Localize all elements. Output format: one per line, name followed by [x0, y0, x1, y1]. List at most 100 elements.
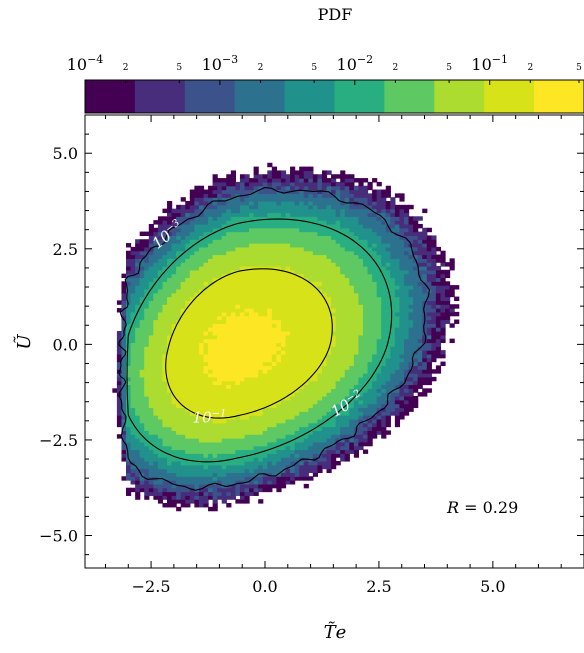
density-cell: [144, 426, 150, 431]
density-cell: [203, 376, 209, 382]
density-cell: [176, 208, 182, 214]
density-cell: [290, 266, 296, 271]
density-cell: [362, 407, 369, 412]
density-cell: [344, 353, 350, 359]
density-cell: [253, 441, 259, 447]
density-cell: [331, 353, 337, 359]
density-cell: [331, 438, 337, 443]
density-cell: [312, 468, 319, 474]
density-cell: [239, 346, 246, 351]
density-cell: [317, 323, 323, 328]
density-cell: [121, 403, 127, 409]
density-cell: [349, 380, 355, 386]
density-cell: [267, 365, 273, 370]
density-cell: [276, 311, 282, 317]
density-cell: [340, 350, 346, 355]
density-cell: [221, 365, 227, 370]
density-cell: [308, 395, 314, 401]
density-cell: [249, 250, 255, 256]
density-cell: [404, 231, 410, 237]
density-cell: [212, 503, 218, 508]
density-cell: [267, 250, 273, 256]
density-cell: [244, 288, 250, 294]
density-cell: [367, 407, 373, 412]
density-cell: [135, 334, 141, 340]
density-cell: [176, 250, 182, 256]
density-cell: [144, 411, 150, 416]
density-cell: [303, 319, 309, 324]
density-cell: [312, 342, 319, 347]
density-cell: [176, 388, 182, 393]
density-cell: [126, 369, 132, 374]
density-cell: [358, 185, 364, 191]
density-cell: [185, 445, 191, 451]
density-cell: [194, 189, 200, 194]
density-cell: [367, 235, 373, 240]
density-cell: [344, 369, 350, 374]
density-cell: [230, 330, 236, 336]
density-cell: [285, 212, 291, 217]
density-cell: [244, 418, 250, 424]
density-cell: [390, 330, 396, 336]
density-cell: [362, 250, 369, 256]
density-cell: [144, 357, 150, 363]
density-cell: [203, 457, 209, 462]
density-cell: [180, 426, 186, 431]
density-cell: [276, 353, 282, 359]
density-cell: [358, 231, 364, 237]
density-cell: [226, 369, 232, 374]
density-cell: [116, 342, 123, 347]
density-cell: [226, 235, 232, 240]
density-cell: [317, 361, 323, 366]
density-cell: [235, 480, 241, 485]
density-cell: [208, 422, 214, 428]
density-cell: [285, 361, 291, 366]
density-cell: [390, 350, 396, 355]
density-cell: [203, 503, 209, 508]
density-cell: [203, 323, 209, 328]
density-cell: [253, 166, 259, 172]
density-cell: [303, 254, 309, 259]
density-cell: [385, 357, 391, 363]
density-cell: [362, 350, 369, 355]
density-cell: [121, 315, 127, 321]
density-cell: [404, 311, 410, 317]
density-cell: [212, 483, 218, 489]
density-cell: [317, 204, 323, 210]
density-cell: [162, 227, 168, 233]
density-cell: [317, 376, 323, 382]
density-cell: [249, 338, 255, 344]
density-cell: [399, 346, 405, 351]
density-cell: [317, 415, 323, 420]
density-cell: [226, 319, 232, 324]
density-cell: [353, 346, 360, 351]
density-cell: [239, 357, 246, 363]
density-cell: [121, 392, 127, 397]
density-cell: [285, 201, 291, 206]
density-cell: [226, 399, 232, 405]
density-cell: [408, 407, 414, 412]
density-cell: [239, 342, 246, 347]
density-cell: [171, 227, 177, 233]
density-cell: [385, 304, 391, 309]
density-cell: [212, 189, 218, 194]
density-cell: [271, 281, 277, 286]
density-cell: [312, 434, 319, 439]
density-cell: [372, 407, 378, 412]
density-cell: [321, 239, 328, 244]
density-cell: [167, 212, 173, 217]
density-cell: [189, 468, 195, 474]
density-cell: [385, 201, 391, 206]
density-cell: [258, 457, 264, 462]
density-cell: [217, 411, 223, 416]
density-cell: [344, 208, 350, 214]
density-cell: [221, 430, 227, 435]
density-cell: [276, 319, 282, 324]
density-cell: [353, 308, 360, 313]
density-cell: [353, 441, 360, 447]
density-cell: [335, 353, 341, 359]
density-cell: [276, 254, 282, 259]
density-cell: [130, 418, 136, 424]
density-cell: [162, 327, 168, 332]
density-cell: [303, 181, 309, 187]
